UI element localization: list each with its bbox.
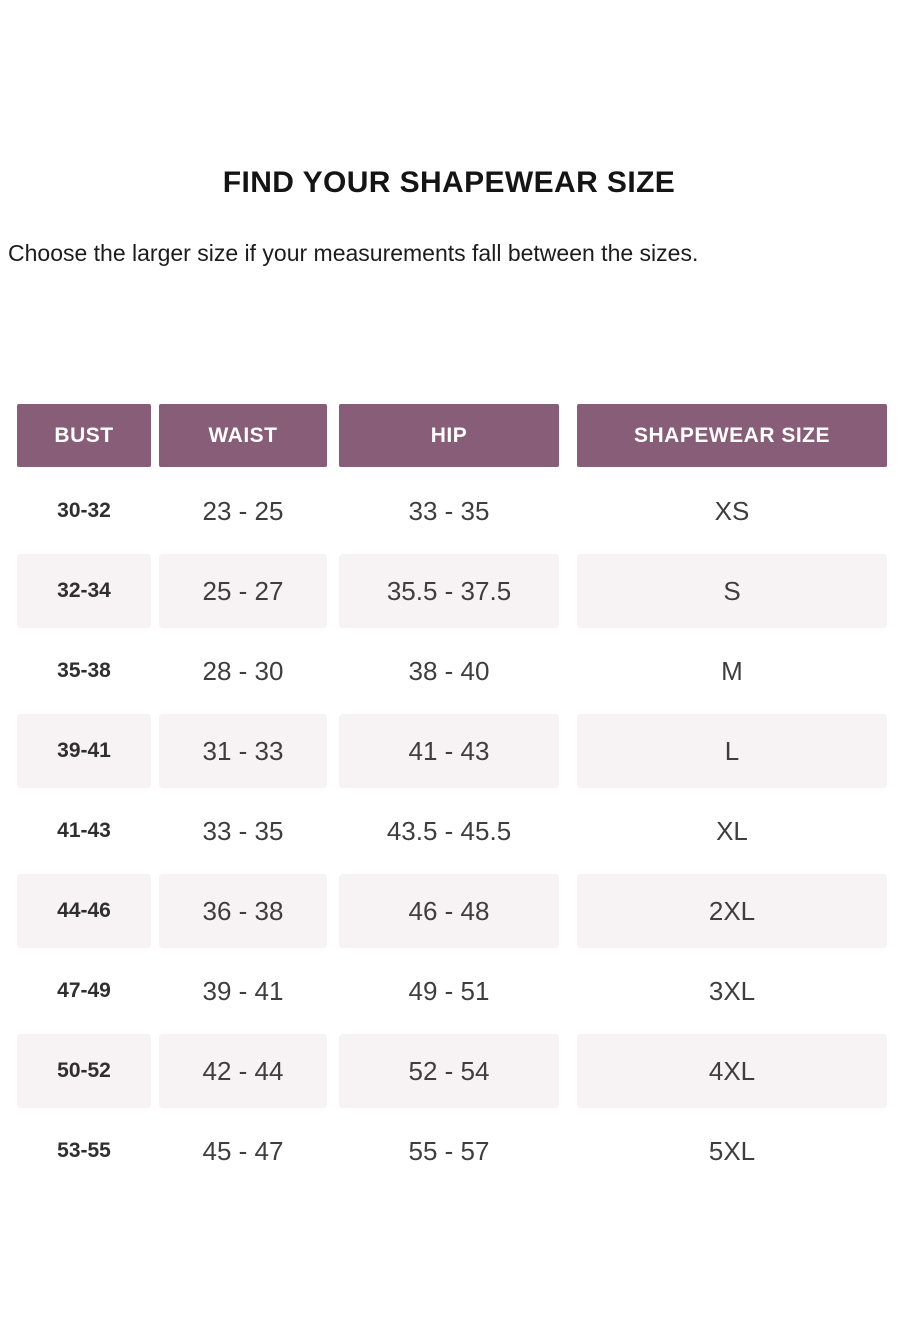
table-row: 30-32 23 - 25 33 - 35 XS [0,474,898,548]
bust-cell: 35-38 [57,659,111,682]
size-cell: 4XL [577,1034,887,1108]
hip-cell: 33 - 35 [408,495,490,526]
bust-cell: 50-52 [17,1034,151,1108]
size-cell: L [577,714,887,788]
table-row: 32-34 25 - 27 35.5 - 37.5 S [0,554,898,628]
table-row: 44-46 36 - 38 46 - 48 2XL [0,874,898,948]
hip-cell: 46 - 48 [339,874,559,948]
size-cell: XS [714,495,750,526]
bust-cell: 39-41 [17,714,151,788]
waist-cell: 39 - 41 [202,975,284,1006]
waist-cell: 45 - 47 [202,1135,284,1166]
bust-cell: 53-55 [57,1139,111,1162]
hip-cell: 49 - 51 [408,975,490,1006]
table-header-row: BUST WAIST HIP SHAPEWEAR SIZE [0,404,898,467]
column-header-shapewear-size: SHAPEWEAR SIZE [577,404,887,467]
table-row: 39-41 31 - 33 41 - 43 L [0,714,898,788]
size-cell: S [577,554,887,628]
bust-cell: 47-49 [57,979,111,1002]
size-cell: XL [716,815,748,846]
size-cell: 2XL [577,874,887,948]
size-cell: M [721,655,743,686]
bust-cell: 30-32 [57,499,111,522]
hip-cell: 43.5 - 45.5 [386,815,512,846]
hip-cell: 35.5 - 37.5 [339,554,559,628]
table-row: 53-55 45 - 47 55 - 57 5XL [0,1114,898,1188]
waist-cell: 36 - 38 [159,874,327,948]
bust-cell: 32-34 [17,554,151,628]
bust-cell: 41-43 [57,819,111,842]
size-cell: 5XL [708,1135,756,1166]
size-chart-table: BUST WAIST HIP SHAPEWEAR SIZE 30-32 23 - … [0,404,898,1194]
table-row: 35-38 28 - 30 38 - 40 M [0,634,898,708]
table-row: 47-49 39 - 41 49 - 51 3XL [0,954,898,1028]
waist-cell: 23 - 25 [202,495,284,526]
table-row: 50-52 42 - 44 52 - 54 4XL [0,1034,898,1108]
column-header-bust: BUST [17,404,151,467]
bust-cell: 44-46 [17,874,151,948]
size-cell: 3XL [708,975,756,1006]
table-row: 41-43 33 - 35 43.5 - 45.5 XL [0,794,898,868]
waist-cell: 31 - 33 [159,714,327,788]
page-subtitle: Choose the larger size if your measureme… [8,240,699,266]
hip-cell: 41 - 43 [339,714,559,788]
waist-cell: 28 - 30 [202,655,284,686]
page-title: FIND YOUR SHAPEWEAR SIZE [222,166,676,199]
column-header-waist: WAIST [159,404,327,467]
hip-cell: 52 - 54 [339,1034,559,1108]
column-header-hip: HIP [339,404,559,467]
waist-cell: 33 - 35 [202,815,284,846]
hip-cell: 38 - 40 [408,655,490,686]
size-chart-rows: 30-32 23 - 25 33 - 35 XS 32-34 25 - 27 35.5 - … [0,474,898,1188]
waist-cell: 25 - 27 [159,554,327,628]
waist-cell: 42 - 44 [159,1034,327,1108]
hip-cell: 55 - 57 [408,1135,490,1166]
